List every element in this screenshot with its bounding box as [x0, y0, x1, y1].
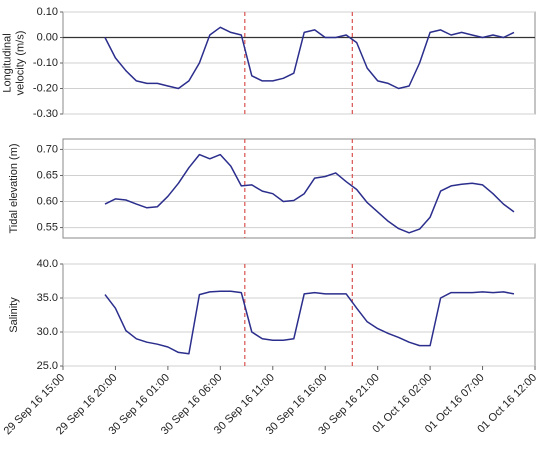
- y-tick-label: 30.0: [37, 326, 58, 338]
- data-line: [104, 290, 515, 355]
- y-tick-label: 0.65: [37, 169, 58, 181]
- data-line: [104, 26, 515, 90]
- y-tick-label: 0.00: [37, 31, 58, 43]
- y-tick-label: -0.30: [33, 108, 58, 120]
- y-tick-label: 40.0: [37, 258, 58, 270]
- y-tick-label: 35.0: [37, 292, 58, 304]
- y-tick-label: -0.20: [33, 82, 58, 94]
- y-axis-label: Longitudinal: [1, 33, 13, 92]
- y-axis-label: Tidal elevation (m): [8, 143, 20, 233]
- y-tick-label: 0.70: [37, 143, 58, 155]
- y-axis-label: Salinity: [8, 297, 20, 333]
- y-axis-label: velocity (m/s): [14, 31, 26, 96]
- y-tick-label: 0.55: [37, 221, 58, 233]
- y-tick-label: 25.0: [37, 360, 58, 372]
- y-tick-label: -0.10: [33, 57, 58, 69]
- y-tick-label: 0.10: [37, 6, 58, 18]
- data-line: [104, 153, 515, 234]
- y-tick-label: 0.60: [37, 195, 58, 207]
- plot-frame: [62, 138, 536, 239]
